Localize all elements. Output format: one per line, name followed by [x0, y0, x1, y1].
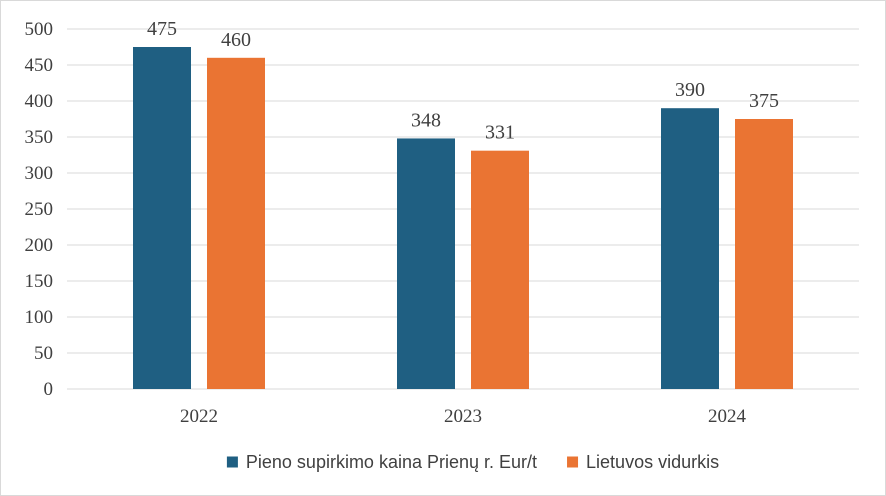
y-axis: 0 50 100 150 200 250 300 350 400 450 500 — [25, 19, 54, 400]
data-labels: 475 460 348 331 390 375 — [147, 18, 779, 144]
bar — [207, 57, 265, 390]
bar — [735, 119, 793, 389]
y-tick-label: 200 — [25, 235, 54, 256]
y-tick-label: 100 — [25, 307, 54, 328]
bar — [471, 150, 529, 389]
legend-label: Lietuvos vidurkis — [586, 452, 719, 472]
legend-label: Pieno supirkimo kaina Prienų r. Eur/t — [246, 452, 537, 472]
y-tick-label: 250 — [25, 199, 54, 220]
data-label: 475 — [147, 18, 177, 40]
gridlines — [67, 28, 859, 390]
y-tick-label: 400 — [25, 91, 54, 112]
y-tick-label: 350 — [25, 127, 54, 148]
bar — [397, 138, 455, 389]
y-tick-label: 0 — [44, 379, 54, 400]
x-tick-label: 2022 — [180, 406, 218, 427]
x-axis: 2022 2023 2024 — [180, 406, 747, 427]
legend-item: Lietuvos vidurkis — [567, 452, 719, 472]
x-tick-label: 2024 — [708, 406, 747, 427]
bar — [661, 108, 719, 389]
x-tick-label: 2023 — [444, 406, 482, 427]
data-label: 375 — [749, 90, 779, 112]
data-label: 331 — [485, 122, 515, 144]
y-tick-label: 500 — [25, 19, 54, 40]
y-tick-label: 300 — [25, 163, 54, 184]
y-tick-label: 450 — [25, 55, 54, 76]
bar — [133, 47, 191, 389]
y-tick-label: 150 — [25, 271, 54, 292]
bars — [133, 47, 793, 390]
data-label: 348 — [411, 109, 441, 131]
data-label: 390 — [675, 79, 705, 101]
legend-swatch — [226, 456, 238, 468]
legend: Pieno supirkimo kaina Prienų r. Eur/t Lie… — [226, 452, 719, 472]
y-tick-label: 50 — [34, 343, 53, 364]
legend-swatch — [567, 456, 579, 468]
legend-item: Pieno supirkimo kaina Prienų r. Eur/t — [226, 452, 537, 472]
data-label: 460 — [221, 29, 251, 51]
